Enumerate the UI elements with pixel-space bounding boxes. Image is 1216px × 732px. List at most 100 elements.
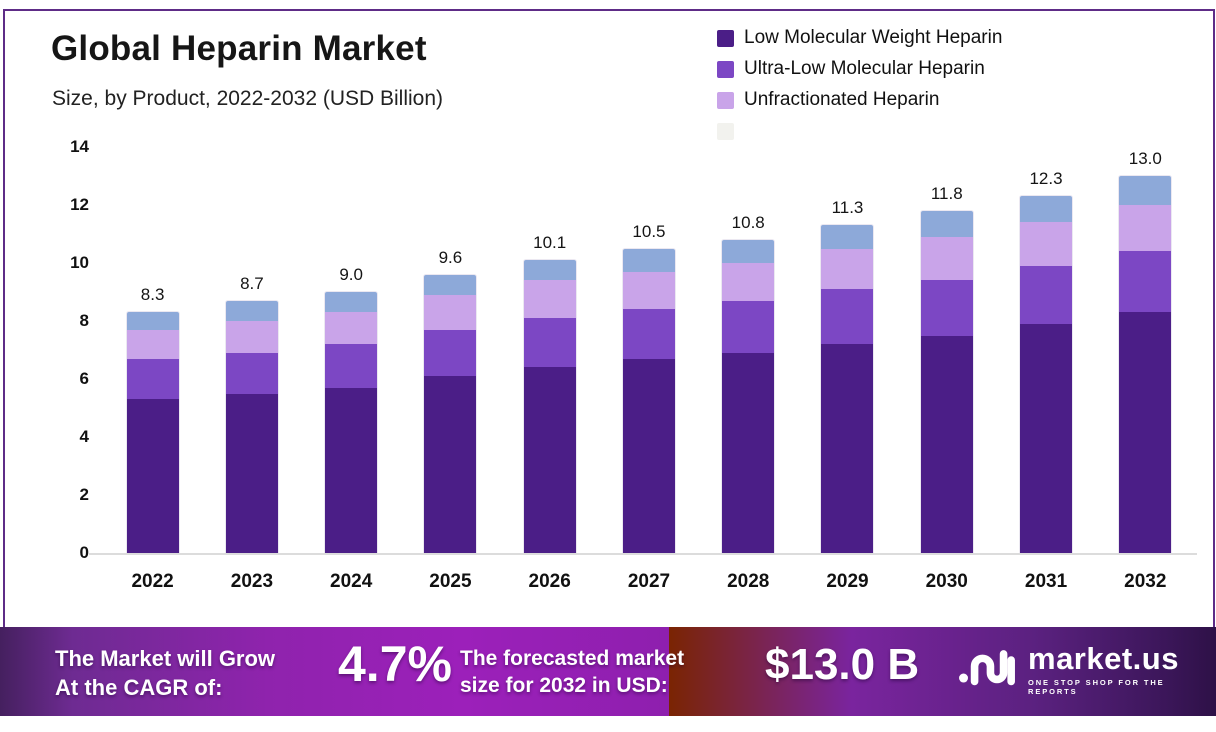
y-tick-label: 8 — [79, 311, 89, 330]
legend: Low Molecular Weight Heparin Ultra-Low Mo… — [717, 26, 1002, 143]
bar-column: 9.6 — [401, 147, 500, 553]
bar-total-label: 9.0 — [339, 265, 363, 285]
bar-segment — [920, 280, 973, 336]
bar-total-label: 12.3 — [1029, 169, 1063, 189]
bar-segment — [920, 335, 973, 553]
legend-swatch — [717, 91, 734, 109]
bar-column: 10.1 — [500, 147, 599, 553]
bar-column: 13.0 — [1096, 147, 1195, 553]
bar-segment — [523, 318, 576, 368]
bar-column: 10.5 — [599, 147, 698, 553]
bar-total-label: 9.6 — [438, 247, 463, 267]
x-axis-label: 2024 — [330, 571, 373, 592]
bar-segment — [325, 292, 378, 313]
y-tick-label: 0 — [79, 543, 89, 562]
bar-segment — [920, 236, 973, 281]
bar-segment — [1020, 323, 1073, 553]
x-axis-label: 2023 — [230, 571, 274, 592]
legend-swatch — [717, 29, 734, 47]
banner-left-line1: The Market will Grow — [55, 646, 276, 671]
bar-column: 9.0 — [302, 147, 401, 553]
legend-item: Low Molecular Weight Heparin — [717, 26, 1002, 50]
legend-label: Low Molecular Weight Heparin — [744, 27, 1003, 48]
bar-stack — [622, 248, 675, 553]
bar-segment — [722, 239, 775, 264]
bar-segment — [1119, 251, 1172, 313]
x-axis-label: 2022 — [131, 571, 174, 592]
bar-segment — [225, 321, 278, 353]
bar-stack — [722, 239, 775, 553]
bar-segment — [622, 248, 675, 272]
legend-item: Unfractionated Heparin — [717, 88, 1002, 112]
bar-total-label: 8.3 — [140, 285, 165, 305]
bar-stack — [325, 292, 378, 553]
y-tick-label: 4 — [79, 427, 89, 446]
x-axis-label: 2030 — [925, 571, 968, 592]
bar-stack — [523, 260, 576, 553]
bar-segment — [424, 274, 477, 295]
bar-segment — [821, 248, 874, 290]
brand-tagline: ONE STOP SHOP FOR THE REPORTS — [1028, 678, 1165, 696]
legend-item-unlabeled — [717, 119, 1002, 143]
y-tick-label: 6 — [79, 369, 89, 388]
x-axis-label: 2029 — [826, 571, 869, 592]
bar-total-label: 10.5 — [632, 221, 666, 241]
bar-segment — [1020, 222, 1073, 266]
y-axis: 0 2 4 6 8 10 12 14 — [33, 137, 89, 562]
bar-segment — [325, 387, 378, 553]
x-axis-label: 2031 — [1024, 571, 1068, 592]
bar-segment — [920, 210, 973, 237]
bar-segment — [523, 260, 576, 281]
bar-segment — [523, 280, 576, 319]
brand-logo: market.us ONE STOP SHOP FOR THE REPORTS — [958, 641, 1216, 698]
bar-column: 8.3 — [103, 147, 202, 553]
x-axis-label: 2028 — [727, 571, 770, 592]
bar-stack — [1119, 176, 1172, 553]
bar-stack — [1020, 196, 1073, 553]
bar-segment — [821, 289, 874, 345]
bar-segment — [424, 294, 477, 330]
bar-segment — [126, 358, 179, 400]
banner-left-text: The Market will Grow At the CAGR of: — [55, 645, 275, 702]
bar-segment — [1119, 312, 1172, 553]
x-axis-line — [89, 553, 1197, 555]
x-axis-label: 2032 — [1124, 571, 1167, 592]
bar-segment — [424, 329, 477, 377]
page-title: Global Heparin Market — [51, 29, 427, 68]
bar-series-container: 8.3 8.7 9.0 9.6 10.1 10.5 10.8 11.3 11.8 12.3 13.0 — [103, 147, 1195, 553]
bar-total-label: 13.0 — [1128, 149, 1162, 169]
bar-column: 11.3 — [798, 147, 897, 553]
bar-segment — [622, 309, 675, 359]
banner-mid-line2: size for 2032 in USD: — [460, 674, 668, 698]
x-axis-label: 2025 — [429, 571, 472, 592]
banner-mid-text: The forecasted market size for 2032 in U… — [460, 645, 684, 700]
y-tick-label: 12 — [70, 195, 89, 214]
bar-segment — [424, 376, 477, 553]
bar-stack — [424, 274, 477, 553]
bar-segment — [821, 225, 874, 249]
bar-segment — [325, 344, 378, 388]
legend-label: Ultra-Low Molecular Heparin — [744, 58, 985, 79]
bar-stack — [821, 225, 874, 553]
bar-column: 8.7 — [202, 147, 301, 553]
legend-swatch — [717, 60, 734, 78]
bar-total-label: 8.7 — [240, 273, 264, 293]
banner-mid-line1: The forecasted market — [460, 647, 685, 670]
bar-total-label: 11.3 — [831, 198, 864, 218]
bar-segment — [722, 300, 775, 353]
bar-segment — [225, 352, 278, 394]
cagr-banner: The Market will Grow At the CAGR of: 4.7… — [0, 627, 1216, 716]
bar-column: 12.3 — [997, 147, 1096, 553]
bar-total-label: 11.8 — [930, 183, 963, 203]
chart-subtitle: Size, by Product, 2022-2032 (USD Billion… — [52, 87, 444, 110]
bar-segment — [821, 344, 874, 553]
legend-swatch — [717, 122, 734, 140]
bar-segment — [1119, 205, 1172, 252]
bar-segment — [1020, 265, 1073, 324]
bar-column: 10.8 — [699, 147, 798, 553]
bar-segment — [225, 300, 278, 322]
bar-segment — [523, 367, 576, 553]
bar-segment — [126, 329, 179, 359]
bar-segment — [622, 271, 675, 310]
